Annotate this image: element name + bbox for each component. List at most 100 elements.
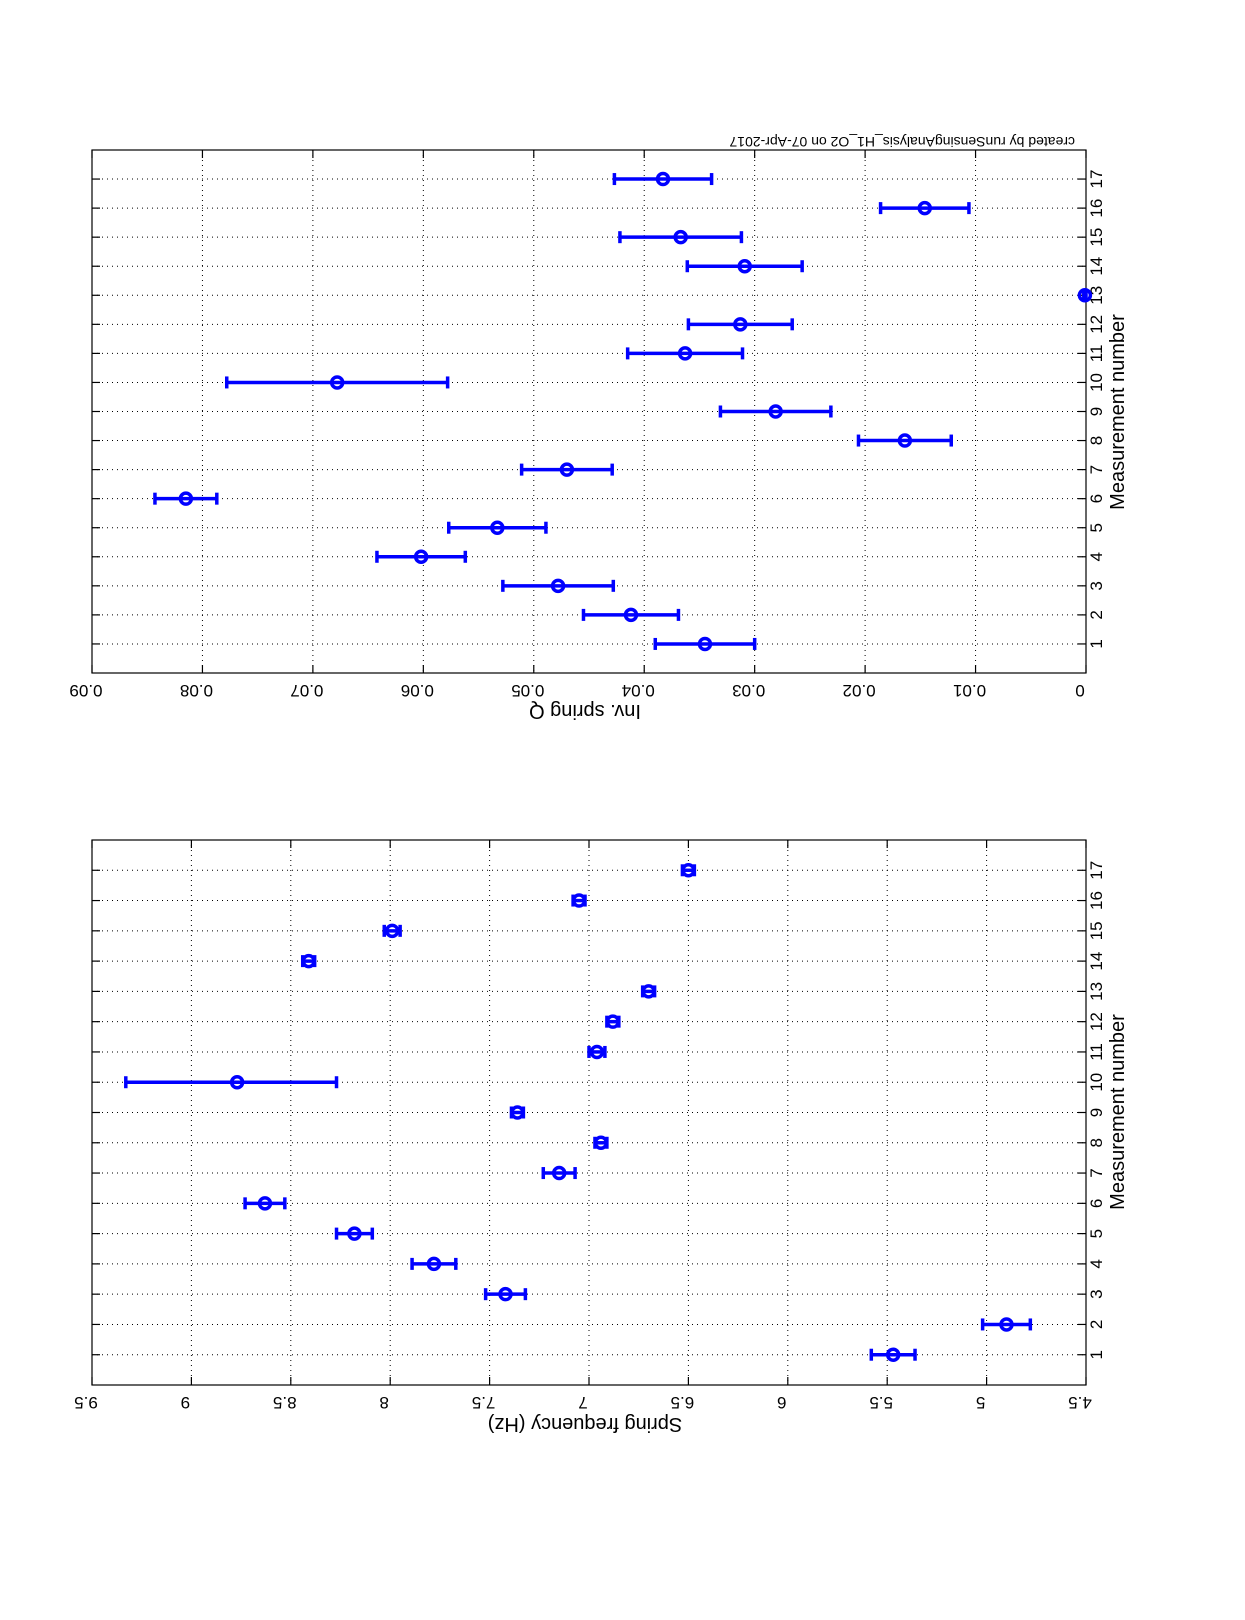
point-marker: [593, 1135, 609, 1151]
x-tick-label: 10: [1087, 373, 1106, 392]
data-point: [501, 578, 616, 594]
y-tick-label: 7: [578, 1393, 587, 1412]
data-point: [593, 1135, 609, 1151]
x-axis-label: Measurement number: [1107, 1014, 1129, 1210]
x-tick-label: 5: [1087, 523, 1106, 532]
data-point: [980, 1317, 1033, 1332]
y-tick-label: 0.02: [843, 681, 876, 700]
x-tick-label: 16: [1087, 891, 1106, 910]
grid-lines: [91, 150, 1087, 673]
data-point: [375, 549, 468, 565]
point-marker: [413, 549, 429, 565]
data-point: [382, 923, 402, 939]
x-tick-label: 14: [1087, 257, 1106, 276]
creation-note: created by runSensingAnalysis_H1_O2 on 0…: [729, 134, 1075, 150]
point-marker: [999, 1317, 1014, 1332]
x-tick-label: 5: [1087, 1229, 1106, 1238]
point-marker: [733, 317, 748, 332]
y-tick-label: 0.09: [69, 681, 102, 700]
data-point: [483, 1286, 528, 1302]
y-tick-label: 5.5: [869, 1393, 893, 1412]
point-marker: [347, 1226, 362, 1241]
data-point: [410, 1256, 458, 1272]
x-tick-label: 17: [1087, 861, 1106, 880]
data-point: [653, 636, 757, 652]
y-tick-labels: 4.5 5 5.5 6 6.5 7 7.5 8 8.5 9 9.5: [74, 1393, 1092, 1412]
x-tick-label: 1: [1087, 639, 1106, 648]
y-tick-label: 0.01: [953, 681, 986, 700]
data-point: [243, 1196, 287, 1211]
x-tick-label: 3: [1087, 1289, 1106, 1298]
data-point: [618, 229, 744, 245]
data-point: [640, 984, 657, 999]
data-point: [612, 171, 714, 187]
x-tick-label: 11: [1087, 1043, 1106, 1061]
y-tick-label: 0.07: [290, 681, 323, 700]
data-point: [625, 346, 745, 361]
point-marker: [384, 923, 400, 939]
x-tick-label: 9: [1087, 407, 1106, 416]
data-point: [878, 200, 971, 216]
point-marker: [681, 863, 696, 878]
data-point: [680, 863, 697, 878]
plot-frame: [91, 149, 1087, 674]
point-marker: [655, 171, 671, 187]
x-tick-label: 1: [1087, 1350, 1106, 1359]
x-tick-label: 10: [1087, 1073, 1106, 1092]
data-point: [300, 953, 317, 969]
y-tick-label: 0: [1075, 681, 1084, 700]
x-tick-label: 4: [1087, 1259, 1106, 1268]
data-point: [686, 317, 794, 332]
data-point: [541, 1165, 577, 1181]
point-marker: [301, 953, 316, 969]
y-tick-label: 6.5: [671, 1393, 695, 1412]
point-marker: [571, 893, 587, 908]
point-marker: [498, 1286, 513, 1302]
data-point: [509, 1105, 526, 1120]
x-tick-label: 2: [1087, 1320, 1106, 1329]
x-tick-label: 17: [1087, 170, 1106, 189]
point-marker: [897, 433, 913, 448]
data-point: [1077, 288, 1093, 303]
data-point: [153, 491, 219, 506]
data-point: [446, 520, 548, 535]
x-axis-label: Measurement number: [1107, 314, 1129, 510]
x-tick-label: 7: [1087, 465, 1106, 474]
y-tick-label: 8.5: [273, 1393, 297, 1412]
x-tick-label: 8: [1087, 1138, 1106, 1147]
y-tick-label: 7.5: [472, 1393, 496, 1412]
plot-frame: [91, 839, 1087, 1386]
grid-lines: [91, 840, 1087, 1385]
x-tick-label: 13: [1087, 286, 1106, 305]
point-marker: [551, 1165, 567, 1181]
y-tick-label: 5: [976, 1393, 985, 1412]
point-marker: [589, 1044, 605, 1060]
x-tick-label: 16: [1087, 199, 1106, 218]
data-point: [605, 1014, 621, 1029]
point-marker: [229, 1074, 245, 1090]
point-marker: [697, 636, 713, 652]
point-marker: [677, 346, 693, 361]
spring-frequency-plot: 4.555.566.577.588.599.5 1234567891011121…: [74, 839, 1129, 1435]
y-tick-label: 4.5: [1068, 1393, 1092, 1412]
point-marker: [550, 578, 566, 594]
data-point: [856, 433, 954, 448]
x-tick-label: 4: [1087, 552, 1106, 561]
point-marker: [641, 984, 656, 999]
point-marker: [426, 1256, 442, 1272]
point-marker: [623, 607, 639, 623]
point-marker: [559, 462, 575, 477]
y-tick-labels: 0 0.01 0.02 0.03 0.04 0.05 0.06 0.07 0.08 0.09: [69, 681, 1084, 700]
x-tick-label: 7: [1087, 1168, 1106, 1177]
y-tick-label: 8: [379, 1393, 388, 1412]
data-point: [581, 607, 681, 623]
data-point: [869, 1347, 917, 1362]
point-marker: [490, 520, 505, 535]
y-tick-label: 6: [777, 1393, 786, 1412]
x-tick-label: 6: [1087, 494, 1106, 503]
y-tick-label: 0.05: [511, 681, 544, 700]
data-point: [224, 375, 450, 390]
y-tick-label: 9: [181, 1393, 190, 1412]
